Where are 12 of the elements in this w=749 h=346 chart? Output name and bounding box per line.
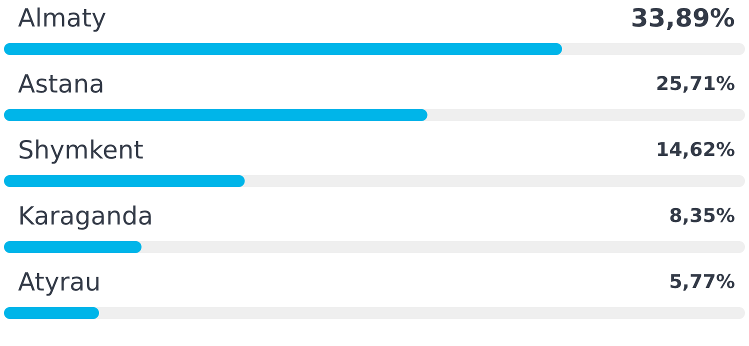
data-label: 5,77% <box>669 271 735 293</box>
bar <box>4 241 142 253</box>
data-label: 25,71% <box>656 73 735 95</box>
y-tick-label: Karaganda <box>18 202 154 230</box>
y-tick-label: Astana <box>18 70 104 98</box>
y-tick-label: Atyrau <box>18 268 101 296</box>
data-label: 14,62% <box>656 139 735 161</box>
data-label: 8,35% <box>669 205 735 227</box>
bar <box>4 307 100 319</box>
data-label: 33,89% <box>630 4 735 32</box>
y-tick-label: Shymkent <box>18 136 144 164</box>
y-tick-label: Almaty <box>18 4 107 32</box>
